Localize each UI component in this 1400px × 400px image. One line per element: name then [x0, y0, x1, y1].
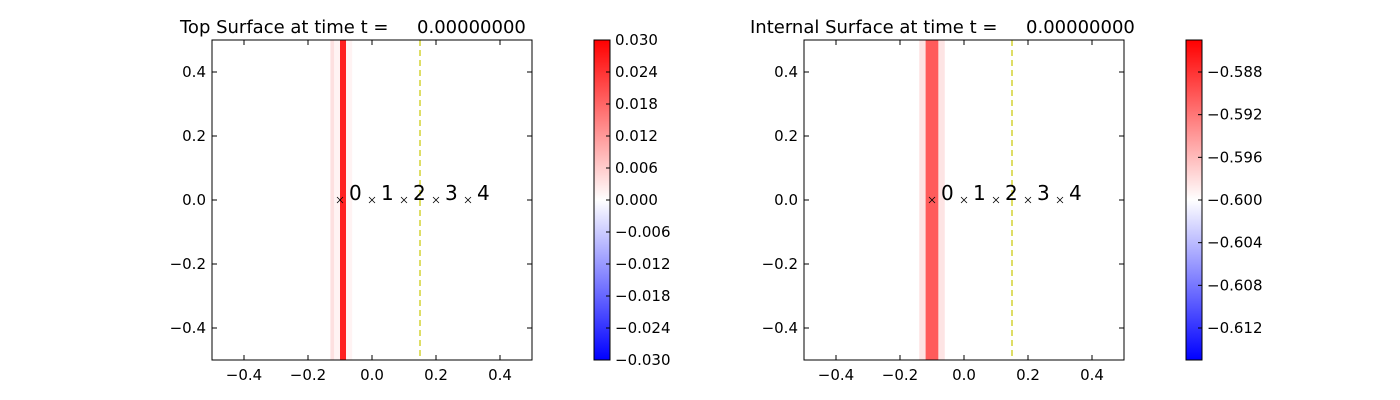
colorbar: −0.588 −0.592 −0.596 −0.600 −0.604 −0.608 −0.6… — [1185, 39, 1263, 361]
colorbar-tick-label: −0.030 — [615, 351, 671, 369]
y-tick-label: 0.2 — [182, 127, 206, 145]
colorbar-tick-label: −0.608 — [1207, 276, 1263, 294]
x-mark — [960, 196, 968, 204]
chart-title: Internal Surface at time t = 0.00000000 — [750, 17, 1135, 38]
colorbar-tick-label: −0.588 — [1207, 63, 1263, 81]
probe-label: 0 — [941, 181, 954, 205]
colorbar-tick-label: 0.006 — [615, 159, 658, 177]
x-tick-label: −0.4 — [818, 366, 854, 384]
probe-label: 1 — [381, 181, 394, 205]
probe-label: 3 — [445, 181, 458, 205]
y-tick-label: 0.2 — [774, 127, 798, 145]
x-tick-label: 0.4 — [1080, 366, 1104, 384]
y-tick-label: −0.4 — [170, 319, 206, 337]
field-band — [938, 40, 945, 360]
y-tick-label: 0.0 — [774, 191, 798, 209]
x-mark — [1024, 196, 1032, 204]
axis-ticks: −0.4 −0.2 0.0 0.2 0.4 0.4 0.2 0.0 −0.2 −0.4 — [170, 40, 532, 384]
field-band — [340, 40, 347, 360]
colorbar-tick-label: −0.612 — [1207, 319, 1263, 337]
colorbar-tick-label: −0.604 — [1207, 234, 1263, 252]
colorbar-tick-label: −0.024 — [615, 319, 671, 337]
colorbar: 0.030 0.024 0.018 0.012 0.006 0.000 −0.006 −0.0… — [593, 31, 671, 369]
colorbar-tick-label: −0.012 — [615, 255, 671, 273]
x-tick-label: 0.4 — [488, 366, 512, 384]
y-tick-label: −0.4 — [762, 319, 798, 337]
probe-label: 4 — [1069, 181, 1082, 205]
x-tick-label: −0.4 — [226, 366, 262, 384]
x-tick-label: 0.0 — [952, 366, 976, 384]
y-tick-label: 0.4 — [182, 63, 206, 81]
colorbar-tick-label: 0.018 — [615, 95, 658, 113]
colorbar-tick-label: 0.012 — [615, 127, 658, 145]
x-mark — [336, 196, 344, 204]
y-tick-label: 0.0 — [182, 191, 206, 209]
probe-label: 0 — [349, 181, 362, 205]
internal-surface-panel: Internal Surface at time t = 0.00000000 … — [750, 17, 1263, 384]
probe-label: 2 — [1005, 181, 1018, 205]
probe-marker: 1 — [960, 181, 986, 205]
chart-title: Top Surface at time t = 0.00000000 — [179, 17, 526, 38]
y-tick-label: −0.2 — [762, 255, 798, 273]
colorbar-tick-label: −0.006 — [615, 223, 671, 241]
x-mark — [1056, 196, 1064, 204]
colorbar-tick-label: −0.018 — [615, 287, 671, 305]
x-tick-label: 0.0 — [360, 366, 384, 384]
x-tick-label: −0.2 — [290, 366, 326, 384]
x-mark — [992, 196, 1000, 204]
field-band — [334, 40, 340, 360]
probe-label: 4 — [477, 181, 490, 205]
x-tick-label: 0.2 — [1016, 366, 1040, 384]
field-band — [330, 40, 335, 360]
probe-marker: 3 — [1024, 181, 1050, 205]
colorbar-tick-label: −0.592 — [1207, 106, 1263, 124]
x-mark — [464, 196, 472, 204]
colorbar-tick-label: 0.024 — [615, 63, 658, 81]
probe-marker: 3 — [432, 181, 458, 205]
probe-marker: 0 — [336, 181, 362, 205]
y-tick-label: 0.4 — [774, 63, 798, 81]
probe-marker: 1 — [368, 181, 394, 205]
probe-label: 2 — [413, 181, 426, 205]
probe-marker: 0 — [928, 181, 954, 205]
y-tick-label: −0.2 — [170, 255, 206, 273]
axis-ticks: −0.4 −0.2 0.0 0.2 0.4 0.4 0.2 0.0 −0.2 −0.4 — [762, 40, 1124, 384]
probe-label: 1 — [973, 181, 986, 205]
probe-marker: 2 — [400, 181, 426, 205]
colorbar-tick-label: 0.030 — [615, 31, 658, 49]
x-mark — [400, 196, 408, 204]
colorbar-tick-label: −0.600 — [1207, 191, 1263, 209]
colorbar-tick-label: −0.596 — [1207, 148, 1263, 166]
probe-marker: 2 — [992, 181, 1018, 205]
colorbar-tick-label: 0.000 — [615, 191, 658, 209]
x-mark — [432, 196, 440, 204]
field-band — [346, 40, 353, 360]
field-band — [919, 40, 926, 360]
field-layer — [330, 40, 353, 360]
x-mark — [368, 196, 376, 204]
x-tick-label: −0.2 — [882, 366, 918, 384]
x-tick-label: 0.2 — [424, 366, 448, 384]
x-mark — [928, 196, 936, 204]
probe-label: 3 — [1037, 181, 1050, 205]
probe-marker: 4 — [1056, 181, 1082, 205]
probe-marker: 4 — [464, 181, 490, 205]
